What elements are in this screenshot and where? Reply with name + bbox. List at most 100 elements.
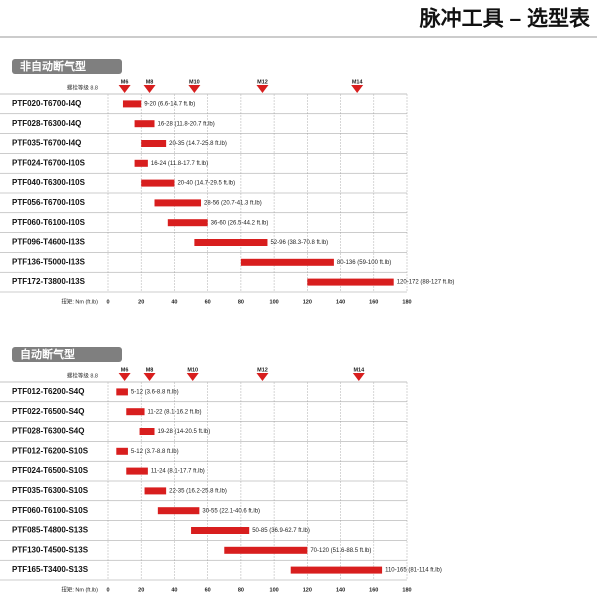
bolt-label: 螺栓等级 8.8	[67, 371, 98, 379]
x-tick-label: 140	[336, 587, 345, 593]
range-bar	[126, 467, 148, 475]
row-label: PTF056-T6700-I10S	[12, 198, 86, 207]
row-label: PTF130-T4500-S13S	[12, 545, 89, 554]
x-axis-label: 扭矩: Nm (ft.lb)	[61, 297, 98, 305]
x-tick-label: 80	[238, 299, 244, 305]
marker-label: M14	[353, 367, 365, 373]
value-label: 30-55 (22.1-40.6 ft.lb)	[202, 508, 260, 514]
range-bar	[224, 546, 308, 554]
range-bar	[144, 487, 167, 495]
value-label: 20-35 (14.7-25.8 ft.lb)	[169, 141, 227, 147]
x-tick-label: 20	[138, 587, 144, 593]
section-title: 非自动断气型	[20, 59, 86, 73]
value-label: 9-20 (6.6-14.7 ft.lb)	[144, 101, 195, 107]
bolt-marker	[256, 373, 269, 381]
section-box	[12, 59, 122, 74]
range-bar	[126, 408, 145, 416]
row-label: PTF060-T6100-I10S	[12, 218, 86, 227]
row-label: PTF096-T4600-I13S	[12, 238, 86, 247]
page-title: 脉冲工具 – 选型表	[419, 7, 591, 31]
row-label: PTF085-T4800-S13S	[12, 526, 89, 535]
value-label: 5-12 (3.6-8.8 ft.lb)	[131, 389, 179, 395]
row-label: PTF012-T6200-S4Q	[12, 387, 84, 396]
value-label: 120-172 (88-127 ft.lb)	[397, 280, 455, 286]
marker-label: M6	[121, 367, 129, 373]
bolt-marker	[143, 85, 156, 93]
x-tick-label: 0	[106, 299, 109, 305]
value-label: 80-136 (59-100 ft.lb)	[337, 260, 391, 266]
bolt-marker	[351, 85, 364, 93]
x-tick-label: 60	[205, 299, 211, 305]
value-label: 5-12 (3.7-8.8 ft.lb)	[131, 449, 179, 455]
x-tick-label: 160	[369, 299, 378, 305]
range-bar	[194, 239, 268, 246]
bolt-marker	[256, 85, 269, 93]
value-label: 50-85 (36.9-62.7 ft.lb)	[252, 528, 310, 534]
marker-label: M12	[257, 367, 268, 373]
bolt-marker	[118, 373, 131, 381]
value-label: 16-24 (11.8-17.7 ft.lb)	[151, 161, 208, 167]
marker-label: M14	[352, 79, 364, 85]
row-label: PTF136-T5000-I13S	[12, 257, 86, 266]
value-label: 22-35 (16.2-25.8 ft.lb)	[169, 488, 227, 494]
marker-label: M10	[189, 79, 200, 85]
row-label: PTF028-T6300-I4Q	[12, 119, 81, 128]
range-bar	[167, 219, 208, 227]
section-box	[12, 347, 122, 362]
x-tick-label: 100	[270, 587, 279, 593]
value-label: 52-96 (38.3-70.8 ft.lb)	[270, 240, 328, 246]
row-label: PTF024-T6500-S10S	[12, 466, 89, 475]
row-label: PTF035-T6300-S10S	[12, 486, 89, 495]
value-label: 36-60 (26.5-44.2 ft.lb)	[211, 220, 269, 226]
row-label: PTF020-T6700-I4Q	[12, 99, 81, 108]
row-label: PTF040-T6300-I10S	[12, 178, 86, 187]
range-bar	[307, 278, 394, 286]
bolt-marker	[186, 373, 199, 381]
range-bar	[141, 140, 167, 147]
x-tick-label: 40	[171, 299, 177, 305]
x-tick-label: 160	[369, 587, 378, 593]
x-tick-label: 60	[205, 587, 211, 593]
value-label: 110-165 (81-114 ft.lb)	[385, 568, 442, 574]
x-tick-label: 140	[336, 299, 345, 305]
range-bar	[154, 199, 202, 207]
marker-label: M12	[257, 79, 268, 85]
bolt-marker	[143, 373, 156, 381]
x-tick-label: 40	[171, 587, 177, 593]
row-label: PTF165-T3400-S13S	[12, 565, 89, 574]
value-label: 28-56 (20.7-41.3 ft.lb)	[204, 200, 262, 206]
range-bar	[290, 566, 383, 574]
value-label: 70-120 (51.6-88.5 ft.lb)	[310, 548, 371, 554]
marker-label: M6	[121, 79, 129, 85]
range-bar	[116, 447, 128, 455]
row-label: PTF060-T6100-S10S	[12, 506, 89, 515]
marker-label: M10	[187, 367, 198, 373]
marker-label: M8	[146, 79, 154, 85]
row-label: PTF035-T6700-I4Q	[12, 139, 81, 148]
range-bar	[134, 159, 148, 167]
x-tick-label: 80	[238, 587, 244, 593]
x-tick-label: 120	[303, 587, 312, 593]
bolt-marker	[118, 85, 131, 93]
row-label: PTF012-T6200-S10S	[12, 446, 89, 455]
range-bar	[139, 428, 155, 435]
value-label: 20-40 (14.7-29.5 ft.lb)	[177, 181, 235, 187]
row-label: PTF022-T6500-S4Q	[12, 407, 84, 416]
bolt-marker	[352, 373, 365, 381]
x-tick-label: 100	[270, 299, 279, 305]
bolt-label: 螺栓等级 8.8	[67, 83, 98, 91]
row-label: PTF024-T6700-I10S	[12, 158, 86, 167]
range-bar	[122, 100, 142, 108]
bolt-marker	[188, 85, 201, 93]
value-label: 11-24 (8.1-17.7 ft.lb)	[151, 469, 205, 475]
x-axis-label: 扭矩: Nm (ft.lb)	[61, 585, 98, 593]
row-label: PTF172-T3800-I13S	[12, 277, 86, 286]
section-title: 自动断气型	[20, 347, 75, 361]
range-bar	[141, 179, 175, 187]
value-label: 16-28 (11.8-20.7 ft.lb)	[158, 121, 215, 127]
x-tick-label: 20	[138, 299, 144, 305]
range-bar	[116, 388, 128, 396]
value-label: 19-28 (14-20.5 ft.lb)	[158, 429, 211, 435]
range-bar	[240, 258, 334, 266]
